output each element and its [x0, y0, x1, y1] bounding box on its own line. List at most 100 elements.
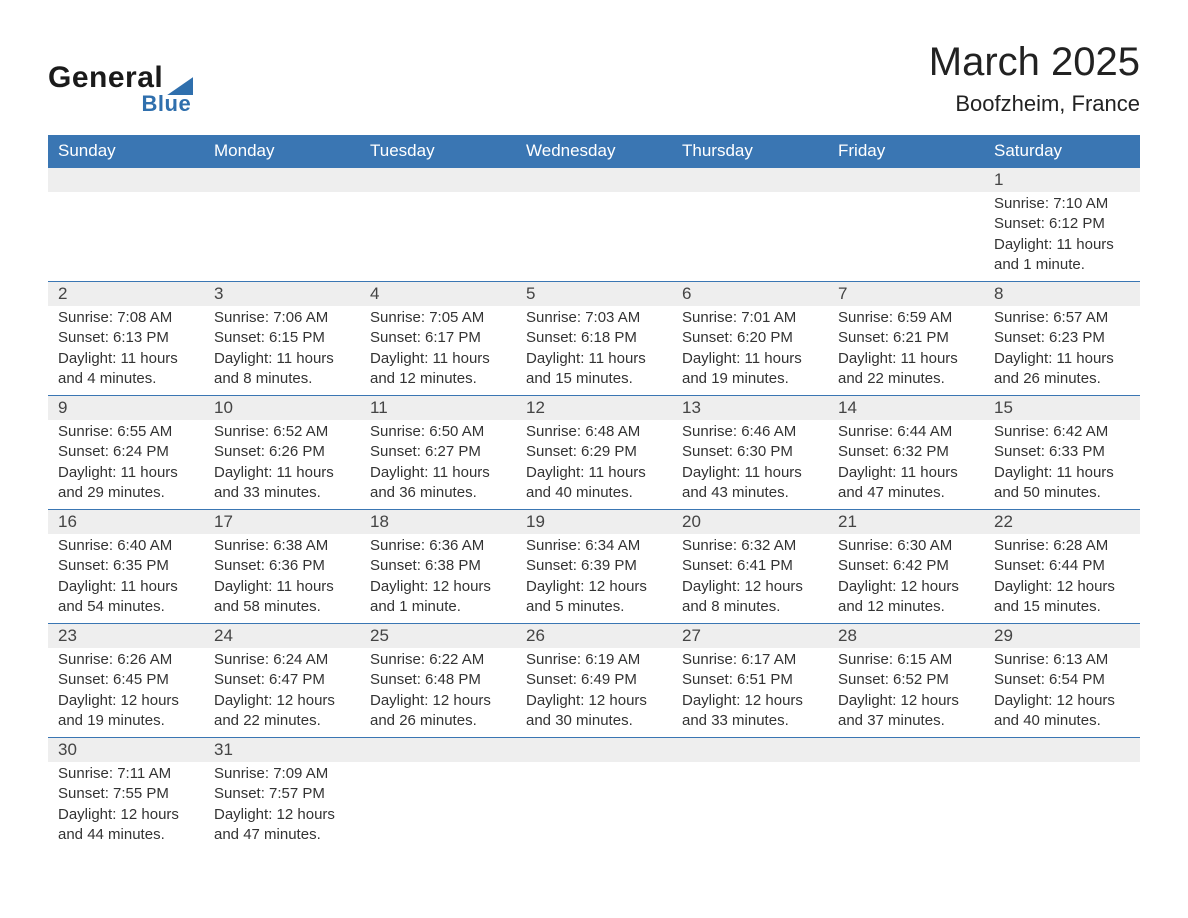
day-number-cell: 20	[672, 510, 828, 535]
daylight-text: Daylight: 11 hours	[214, 577, 350, 597]
daylight-text: Daylight: 11 hours	[526, 463, 662, 483]
day-detail-cell: Sunrise: 7:01 AMSunset: 6:20 PMDaylight:…	[672, 306, 828, 396]
day-number-cell: 12	[516, 396, 672, 421]
day-detail-cell: Sunrise: 7:03 AMSunset: 6:18 PMDaylight:…	[516, 306, 672, 396]
logo-line1: General	[48, 61, 163, 95]
day-detail-cell	[204, 192, 360, 282]
daylight-text: Daylight: 12 hours	[682, 577, 818, 597]
sunset-text: Sunset: 6:23 PM	[994, 328, 1130, 348]
day-number-cell: 21	[828, 510, 984, 535]
week-detail-row: Sunrise: 6:40 AMSunset: 6:35 PMDaylight:…	[48, 534, 1140, 624]
daylight-text: and 44 minutes.	[58, 825, 194, 845]
day-detail-cell	[516, 762, 672, 851]
sunrise-text: Sunrise: 6:36 AM	[370, 536, 506, 556]
sunset-text: Sunset: 6:42 PM	[838, 556, 974, 576]
daylight-text: Daylight: 12 hours	[838, 577, 974, 597]
daylight-text: and 15 minutes.	[526, 369, 662, 389]
day-number: 29	[984, 624, 1140, 648]
day-number: 11	[360, 396, 516, 420]
day-detail-cell: Sunrise: 7:09 AMSunset: 7:57 PMDaylight:…	[204, 762, 360, 851]
calendar-table: Sunday Monday Tuesday Wednesday Thursday…	[48, 135, 1140, 851]
sunrise-text: Sunrise: 6:34 AM	[526, 536, 662, 556]
daylight-text: Daylight: 11 hours	[526, 349, 662, 369]
daylight-text: Daylight: 11 hours	[214, 349, 350, 369]
sunrise-text: Sunrise: 7:05 AM	[370, 308, 506, 328]
daylight-text: Daylight: 12 hours	[370, 577, 506, 597]
sunset-text: Sunset: 6:54 PM	[994, 670, 1130, 690]
day-detail-cell: Sunrise: 6:30 AMSunset: 6:42 PMDaylight:…	[828, 534, 984, 624]
sunset-text: Sunset: 6:52 PM	[838, 670, 974, 690]
daylight-text: and 47 minutes.	[838, 483, 974, 503]
daylight-text: Daylight: 11 hours	[994, 235, 1130, 255]
sunset-text: Sunset: 6:17 PM	[370, 328, 506, 348]
week-detail-row: Sunrise: 6:55 AMSunset: 6:24 PMDaylight:…	[48, 420, 1140, 510]
sunset-text: Sunset: 6:24 PM	[58, 442, 194, 462]
day-detail-cell: Sunrise: 6:36 AMSunset: 6:38 PMDaylight:…	[360, 534, 516, 624]
day-header: Saturday	[984, 135, 1140, 168]
sunset-text: Sunset: 6:12 PM	[994, 214, 1130, 234]
day-number-cell	[516, 168, 672, 193]
sunrise-text: Sunrise: 6:42 AM	[994, 422, 1130, 442]
daylight-text: and 54 minutes.	[58, 597, 194, 617]
daylight-text: and 5 minutes.	[526, 597, 662, 617]
day-detail-cell	[516, 192, 672, 282]
sunrise-text: Sunrise: 6:19 AM	[526, 650, 662, 670]
daylight-text: and 22 minutes.	[838, 369, 974, 389]
daylight-text: and 26 minutes.	[994, 369, 1130, 389]
sunrise-text: Sunrise: 7:11 AM	[58, 764, 194, 784]
sunrise-text: Sunrise: 6:26 AM	[58, 650, 194, 670]
day-number: 8	[984, 282, 1140, 306]
sunrise-text: Sunrise: 6:48 AM	[526, 422, 662, 442]
sunrise-text: Sunrise: 7:03 AM	[526, 308, 662, 328]
day-number-cell: 17	[204, 510, 360, 535]
daylight-text: Daylight: 11 hours	[58, 577, 194, 597]
daylight-text: Daylight: 11 hours	[370, 463, 506, 483]
daylight-text: Daylight: 12 hours	[994, 577, 1130, 597]
daylight-text: and 4 minutes.	[58, 369, 194, 389]
day-detail-cell: Sunrise: 7:05 AMSunset: 6:17 PMDaylight:…	[360, 306, 516, 396]
day-number: 10	[204, 396, 360, 420]
day-number: 2	[48, 282, 204, 306]
week-detail-row: Sunrise: 6:26 AMSunset: 6:45 PMDaylight:…	[48, 648, 1140, 738]
daylight-text: Daylight: 12 hours	[370, 691, 506, 711]
day-detail-cell: Sunrise: 6:24 AMSunset: 6:47 PMDaylight:…	[204, 648, 360, 738]
day-detail-cell: Sunrise: 6:28 AMSunset: 6:44 PMDaylight:…	[984, 534, 1140, 624]
title-block: March 2025 Boofzheim, France	[929, 40, 1140, 117]
sunrise-text: Sunrise: 6:28 AM	[994, 536, 1130, 556]
day-detail-cell: Sunrise: 6:38 AMSunset: 6:36 PMDaylight:…	[204, 534, 360, 624]
day-number-cell: 5	[516, 282, 672, 307]
daylight-text: Daylight: 11 hours	[838, 349, 974, 369]
week-detail-row: Sunrise: 7:10 AMSunset: 6:12 PMDaylight:…	[48, 192, 1140, 282]
sunset-text: Sunset: 6:48 PM	[370, 670, 506, 690]
sunset-text: Sunset: 7:55 PM	[58, 784, 194, 804]
sunset-text: Sunset: 6:33 PM	[994, 442, 1130, 462]
day-number-cell: 1	[984, 168, 1140, 193]
sunset-text: Sunset: 6:49 PM	[526, 670, 662, 690]
day-number-cell	[672, 738, 828, 763]
sunrise-text: Sunrise: 6:44 AM	[838, 422, 974, 442]
daylight-text: and 36 minutes.	[370, 483, 506, 503]
week-number-row: 9101112131415	[48, 396, 1140, 421]
daylight-text: and 19 minutes.	[682, 369, 818, 389]
sunrise-text: Sunrise: 6:32 AM	[682, 536, 818, 556]
sunset-text: Sunset: 6:15 PM	[214, 328, 350, 348]
day-number: 23	[48, 624, 204, 648]
day-detail-cell: Sunrise: 7:06 AMSunset: 6:15 PMDaylight:…	[204, 306, 360, 396]
week-number-row: 1	[48, 168, 1140, 193]
daylight-text: and 1 minute.	[994, 255, 1130, 275]
month-title: March 2025	[929, 40, 1140, 85]
day-number: 22	[984, 510, 1140, 534]
day-number: 27	[672, 624, 828, 648]
day-number-cell	[360, 738, 516, 763]
day-number-cell: 10	[204, 396, 360, 421]
day-number-cell	[984, 738, 1140, 763]
day-number-cell	[516, 738, 672, 763]
day-number: 14	[828, 396, 984, 420]
day-number-cell: 29	[984, 624, 1140, 649]
sunrise-text: Sunrise: 6:46 AM	[682, 422, 818, 442]
day-number: 9	[48, 396, 204, 420]
sunrise-text: Sunrise: 7:09 AM	[214, 764, 350, 784]
daylight-text: and 33 minutes.	[214, 483, 350, 503]
day-detail-cell	[672, 192, 828, 282]
day-number: 30	[48, 738, 204, 762]
